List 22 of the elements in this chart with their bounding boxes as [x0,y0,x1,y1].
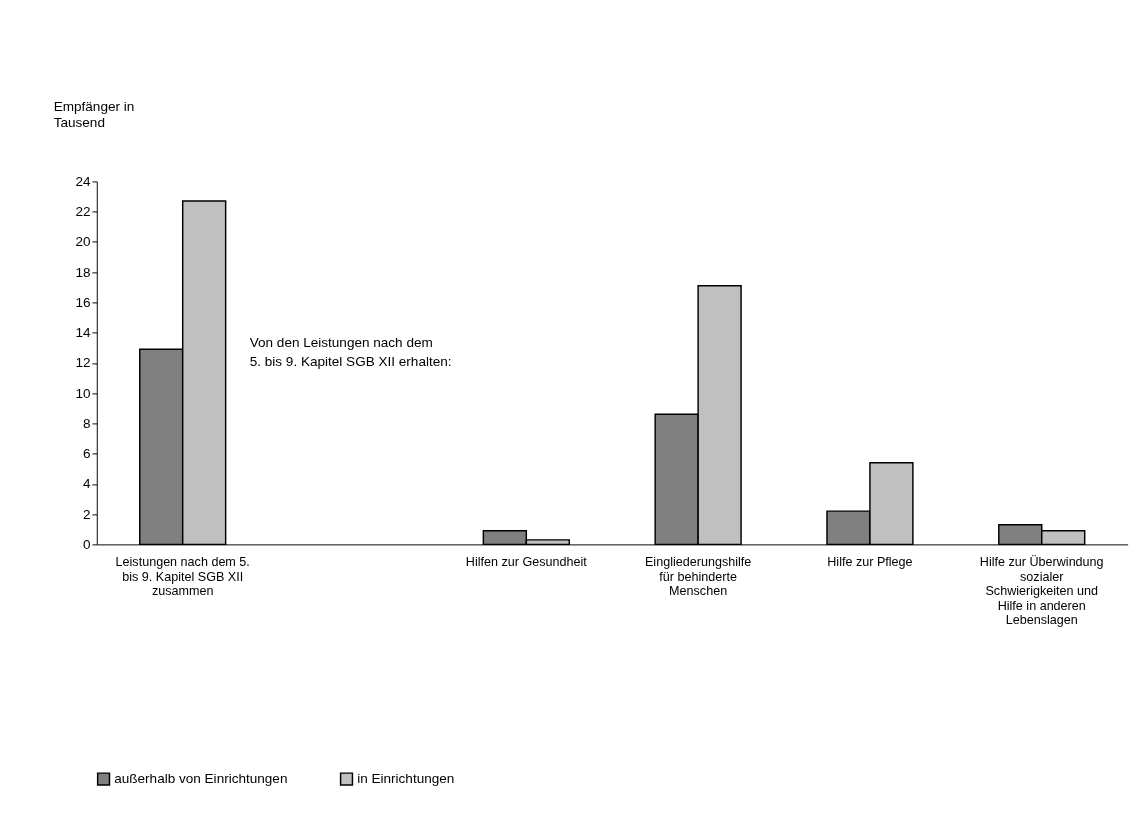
y-tick-label: 16 [75,294,91,310]
y-tick-label: 10 [75,385,91,401]
y-tick-label: 6 [82,446,91,462]
y-tick-label: 4 [82,476,91,492]
y-tick-label: 18 [75,264,91,280]
y-tick-label: 22 [75,204,91,220]
y-tick-label: 8 [82,415,91,431]
y-axis-title: Empfänger in Tausend [53,99,135,130]
x-tick-label: Eingliederungshilfe für behinderte Menschen [644,555,752,599]
y-tick-label: 20 [75,234,91,250]
y-tick-label: 12 [75,355,91,371]
legend-label: in Einrichtungen [357,770,455,786]
y-tick-label: 14 [75,325,91,341]
y-tick-label: 24 [75,173,91,189]
x-tick-label: Leistungen nach dem 5. bis 9. Kapitel SGB XII zusammen [115,555,250,599]
y-tick-label: 2 [82,506,91,522]
x-tick-label: Hilfen zur Gesundheit [465,555,588,570]
x-tick-label: Hilfe zur Pflege [827,555,913,570]
y-tick-label: 0 [82,536,91,552]
annotation: Von den Leistungen nach dem 5. bis 9. Kapitel SGB XII erhalten: [249,334,452,370]
legend-label: außerhalb von Einrichtungen [114,770,288,786]
x-tick-label: Hilfe zur Überwindung sozialer Schwierigkeiten und Hilfe in anderen Lebenslagen [979,555,1104,628]
